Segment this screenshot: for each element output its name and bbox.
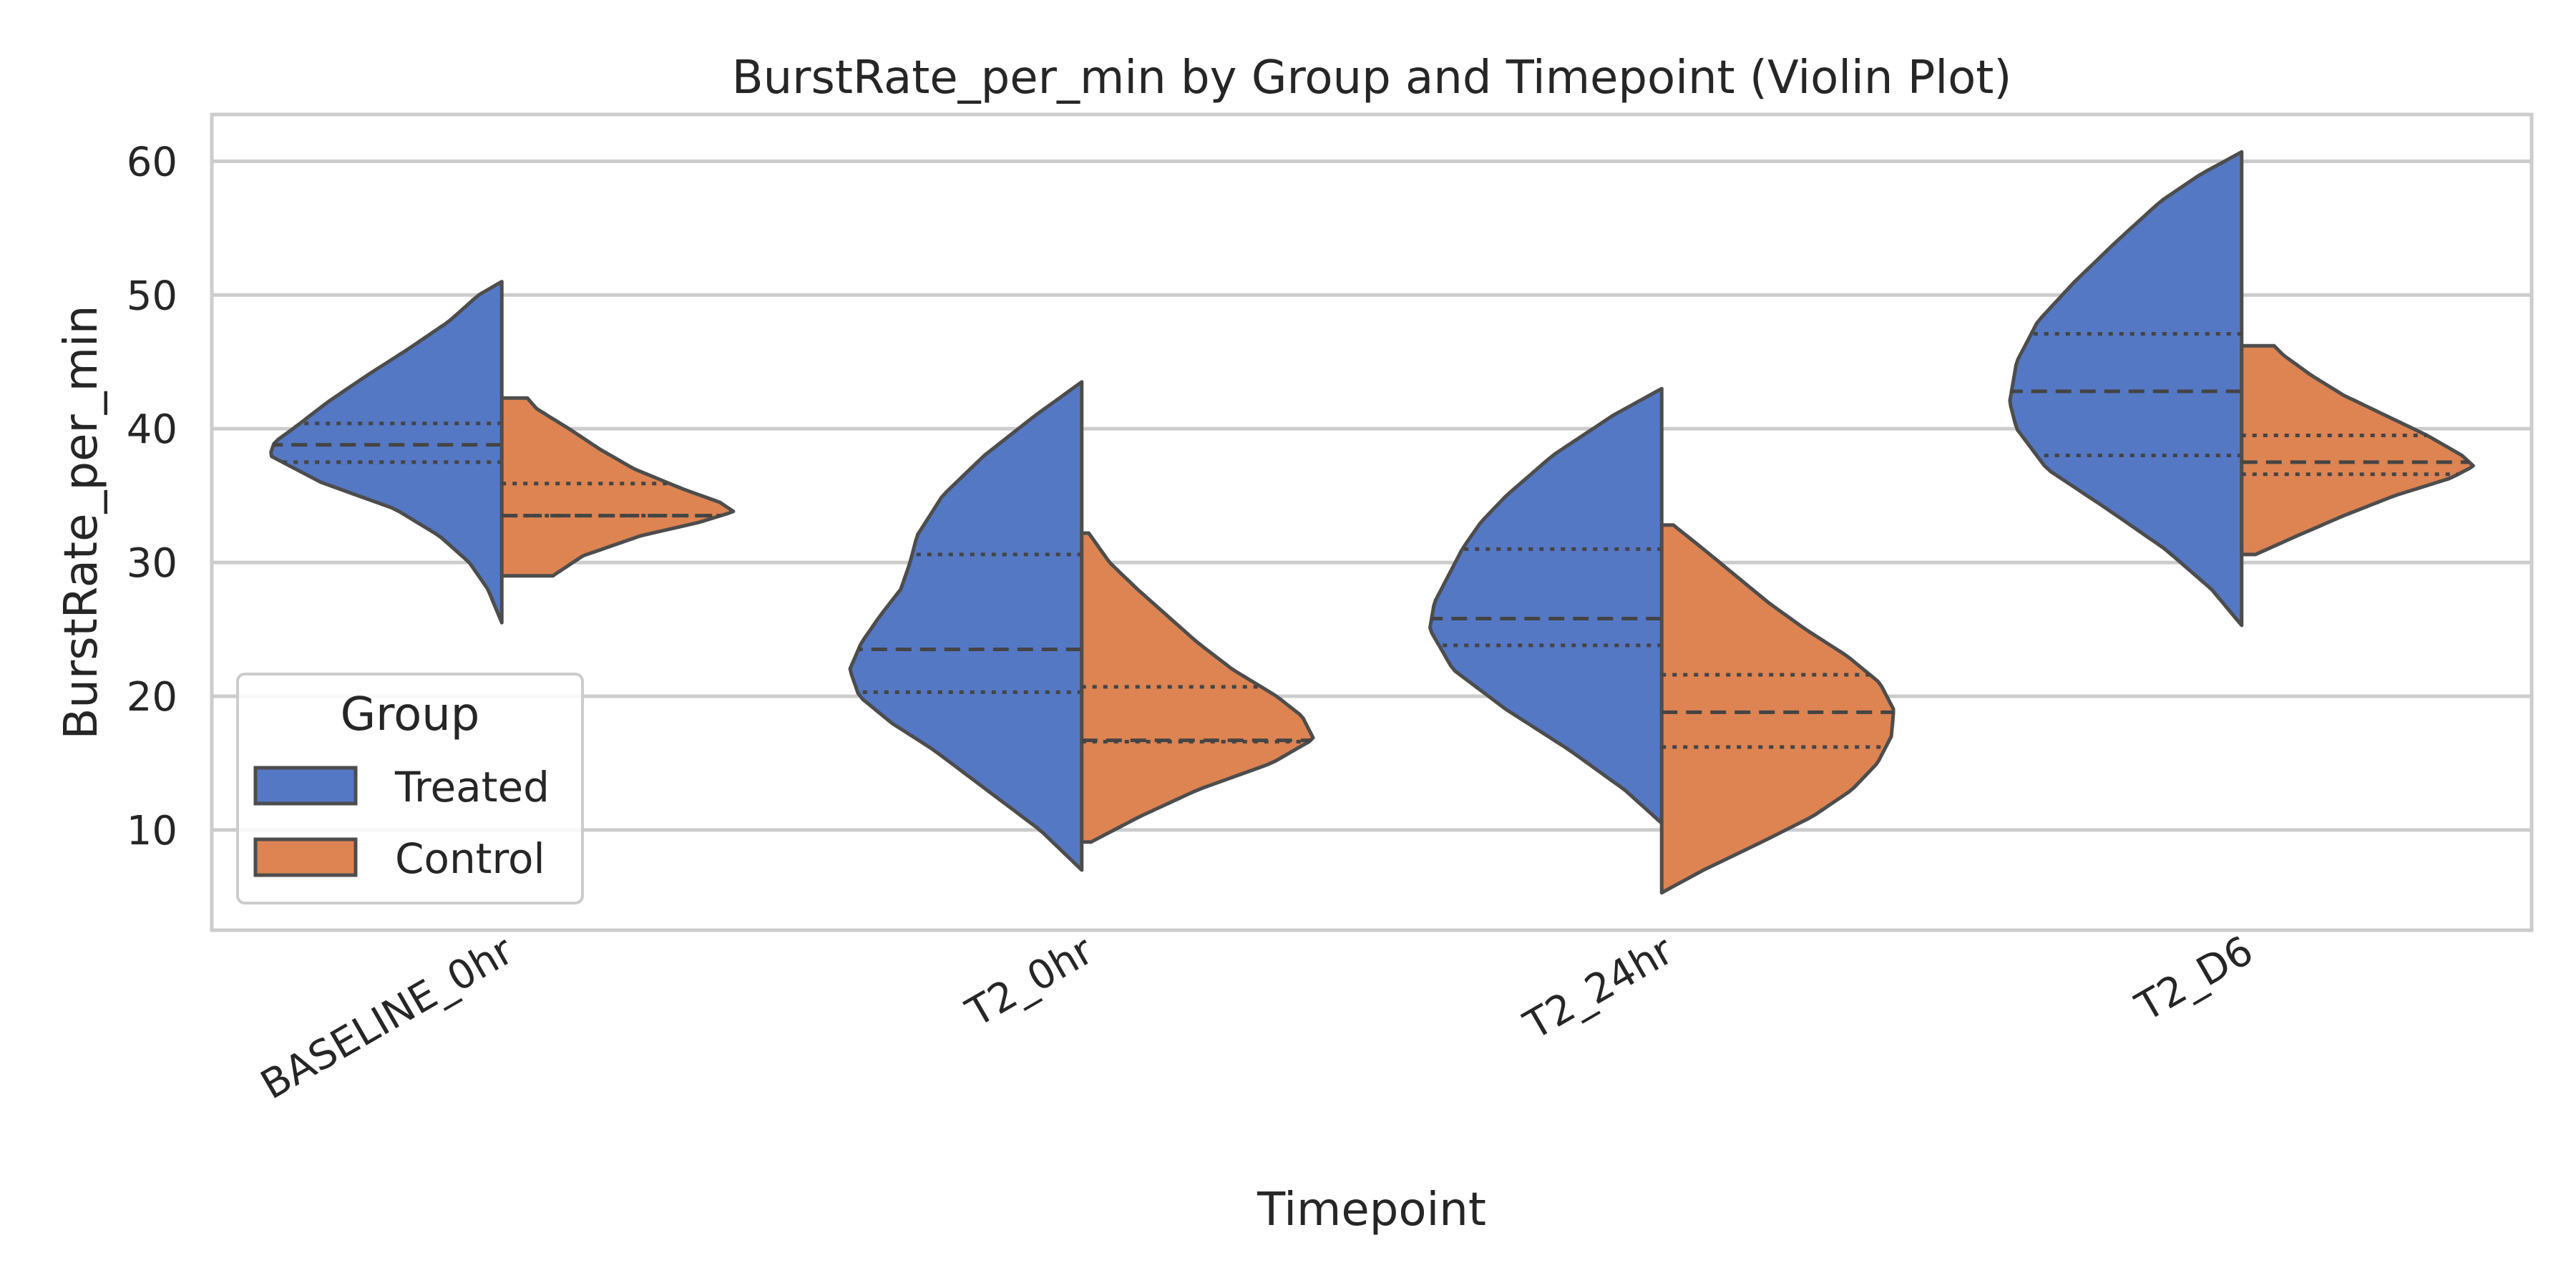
legend-swatch-treated: [253, 766, 358, 806]
violin-control-t2_24hr: [1659, 523, 1896, 895]
legend-title: Group: [341, 688, 480, 741]
y-tick-label-50: 50: [127, 273, 177, 319]
y-tick-label-60: 60: [127, 139, 177, 185]
legend-label-control: Control: [395, 834, 545, 883]
y-axis-label: BurstRate_per_min: [55, 306, 108, 740]
violins: [269, 150, 2475, 895]
chart-title: BurstRate_per_min by Group and Timepoint…: [732, 52, 2012, 104]
violin-treated-t2_0hr: [848, 380, 1084, 872]
violin-control-t2_d6: [2240, 343, 2475, 557]
gridlines: [212, 159, 2532, 832]
x-axis-label: Timepoint: [1257, 1184, 1486, 1236]
plot-frame: [210, 112, 2534, 932]
legend: Group Treated Control: [236, 673, 584, 904]
violin-control-baseline_0hr: [499, 396, 736, 578]
y-tick-label-20: 20: [127, 674, 177, 721]
y-tick-label-30: 30: [127, 540, 177, 587]
y-tick-label-40: 40: [127, 406, 177, 453]
legend-swatch-control: [253, 837, 358, 877]
violin-treated-baseline_0hr: [269, 280, 504, 625]
violin-treated-t2_d6: [2008, 150, 2244, 628]
legend-label-treated: Treated: [394, 763, 550, 811]
y-tick-label-10: 10: [127, 808, 177, 854]
y-tick-labels: 10 20 30 40 50 60: [127, 139, 177, 854]
violin-treated-t2_24hr: [1428, 386, 1664, 825]
violin-control-t2_0hr: [1080, 531, 1315, 844]
